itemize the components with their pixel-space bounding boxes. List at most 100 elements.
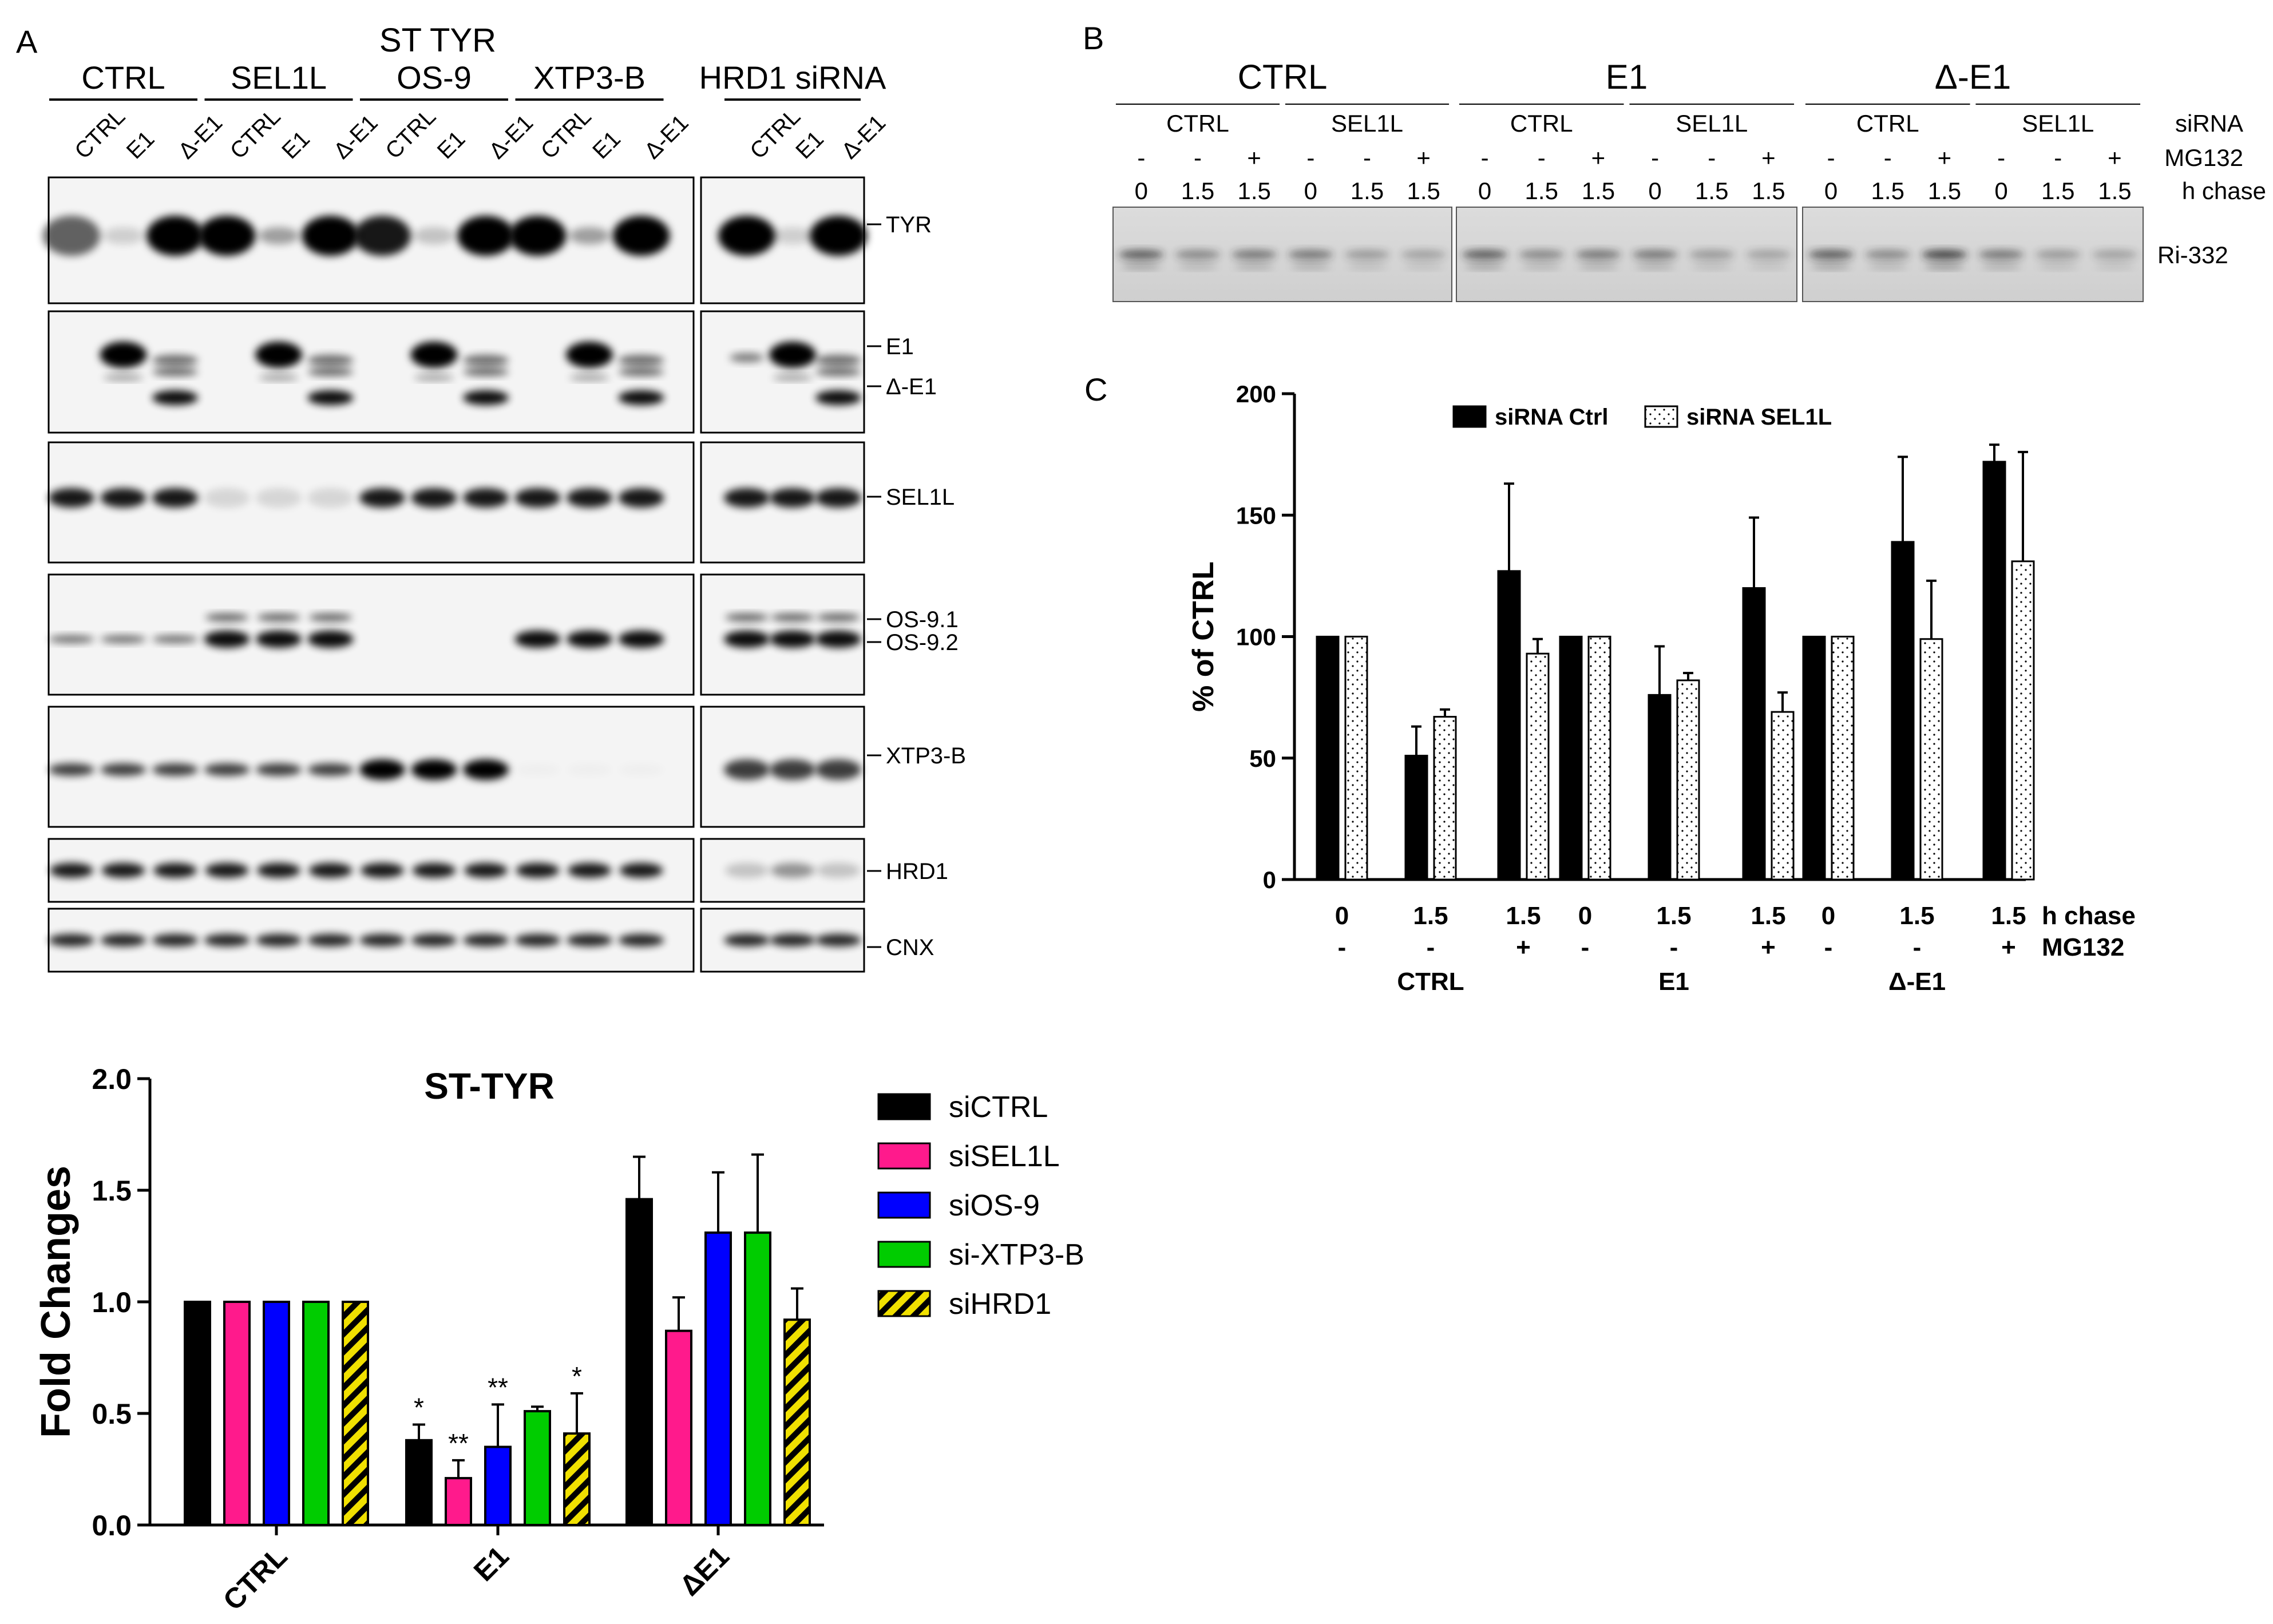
band — [205, 863, 249, 878]
mg132-label: - — [1670, 933, 1678, 961]
band — [256, 631, 302, 648]
legend-label: siOS-9 — [949, 1189, 1040, 1222]
band — [307, 631, 354, 648]
mg132-label: - — [1338, 933, 1347, 961]
band-label: Δ-E1 — [886, 374, 937, 399]
legend-label: siRNA SEL1L — [1686, 405, 1832, 430]
lane-label: E1 — [277, 126, 315, 164]
band — [259, 375, 299, 381]
band — [618, 934, 664, 946]
gel-band — [1924, 263, 1965, 269]
band — [568, 863, 611, 878]
x-tick-label: ΔE1 — [674, 1540, 735, 1602]
band — [769, 342, 816, 368]
band-label: SEL1L — [886, 485, 955, 510]
bar — [2011, 560, 2035, 881]
band — [152, 488, 198, 508]
band — [509, 216, 567, 256]
band — [815, 390, 861, 405]
sirna-group-label: CTRL — [81, 60, 165, 96]
band — [307, 763, 354, 776]
mg132-sign: - — [1363, 144, 1371, 171]
bar — [783, 1318, 811, 1526]
y-tick-label: 150 — [1236, 502, 1276, 529]
gel-band — [1745, 250, 1792, 259]
band — [771, 863, 814, 878]
chase-value: 0 — [1648, 177, 1661, 204]
mg132-sign: - — [1538, 144, 1546, 171]
bar — [704, 1231, 732, 1527]
band — [414, 227, 454, 244]
band — [259, 227, 299, 244]
gel-band — [1632, 250, 1678, 259]
band — [514, 631, 561, 648]
band — [612, 216, 670, 256]
gel-band — [1464, 263, 1505, 269]
mg132-label: - — [1427, 933, 1435, 961]
gel-band — [1234, 263, 1274, 269]
legend-swatch — [1644, 405, 1678, 428]
sirna-label: CTRL — [1510, 110, 1573, 137]
band — [257, 613, 300, 621]
band — [463, 759, 509, 780]
y-tick-label: 1.5 — [92, 1175, 132, 1207]
band-label: XTP3-B — [886, 743, 966, 769]
band-label: E1 — [886, 334, 914, 359]
band — [463, 390, 509, 405]
lane-label: E1 — [588, 126, 625, 164]
bar — [1559, 636, 1583, 881]
group-label: E1 — [1658, 968, 1689, 996]
bar — [1802, 636, 1826, 881]
gel-band — [1175, 250, 1221, 259]
band-label: CNX — [886, 935, 934, 960]
significance-marker: ** — [488, 1372, 508, 1402]
gel-band — [2035, 250, 2081, 259]
mg132-label: - — [1824, 933, 1833, 961]
band — [514, 934, 561, 946]
mg132-sign: - — [2054, 144, 2062, 171]
gel-band — [2094, 263, 2135, 269]
bar — [1982, 461, 2006, 881]
bar — [445, 1477, 472, 1527]
bar — [1891, 541, 1915, 881]
lane-label: CTRL — [381, 104, 441, 164]
mg132-sign: + — [1938, 144, 1952, 171]
band — [463, 355, 509, 366]
band — [464, 863, 508, 878]
chart-title: ST-TYR — [424, 1065, 555, 1107]
band — [49, 635, 94, 643]
bar — [342, 1301, 369, 1526]
gel-band — [1121, 263, 1161, 269]
band — [618, 488, 664, 508]
blot-strips — [43, 176, 867, 973]
gel-band — [1231, 250, 1277, 259]
group-label: CTRL — [1397, 968, 1464, 996]
band — [411, 759, 457, 780]
bar — [1676, 679, 1700, 881]
legend-swatch — [877, 1290, 931, 1317]
bar — [1587, 636, 1611, 881]
gel-band — [1118, 250, 1164, 259]
gel-band — [1401, 250, 1447, 259]
sirna-label: SEL1L — [1676, 110, 1748, 137]
legend-swatch — [877, 1241, 931, 1268]
band — [152, 635, 198, 643]
band — [359, 934, 405, 946]
legend-label: siSEL1L — [949, 1140, 1060, 1173]
band — [770, 759, 815, 780]
sirna-group-label: HRD1 siRNA — [699, 60, 886, 96]
band — [100, 342, 147, 368]
band — [815, 631, 861, 648]
band — [308, 613, 353, 621]
chase-value: 0 — [1135, 177, 1148, 204]
band — [411, 934, 457, 946]
band — [146, 216, 204, 256]
bar — [563, 1432, 591, 1527]
band — [725, 613, 769, 621]
band — [359, 488, 405, 508]
band-label: HRD1 — [886, 859, 948, 884]
gel-band — [1689, 250, 1735, 259]
significance-marker: * — [414, 1393, 424, 1423]
